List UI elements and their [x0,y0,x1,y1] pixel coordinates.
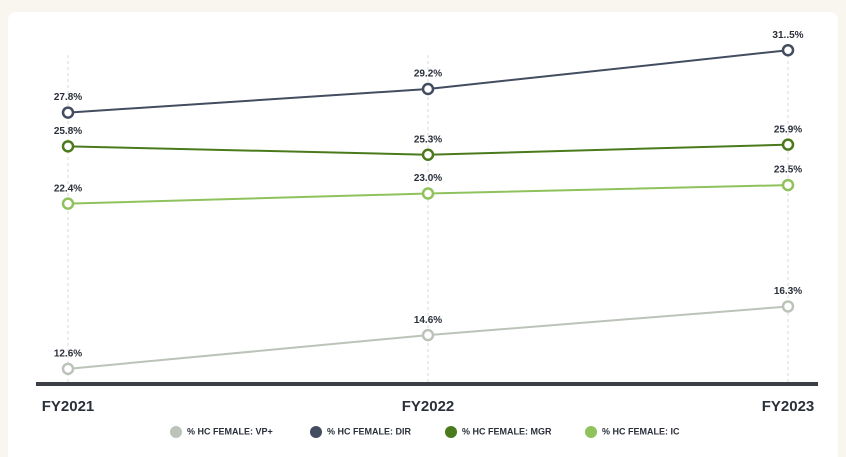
legend-swatch [170,426,182,438]
data-label: 22.4% [54,183,82,194]
data-label: 25.8% [54,126,82,137]
data-label: 23.5% [774,165,802,176]
point [421,148,435,161]
legend-swatch [445,426,457,438]
data-label: 14.6% [414,315,442,326]
point [61,140,75,153]
point [61,362,75,376]
x-tick-label: FY2022 [402,398,455,415]
point [421,82,435,96]
data-label: 23.0% [414,173,442,184]
x-tick-label: FY2021 [42,398,95,415]
data-label: 25.3% [414,134,442,145]
data-label: 25.9% [774,124,802,135]
data-label: 29.2% [414,69,442,80]
data-label: 31..5% [772,30,803,41]
legend-swatch [310,426,322,438]
x-tick-label: FY2023 [762,398,815,415]
data-label: 27.8% [54,92,82,103]
point [781,43,795,57]
legend-label: % HC FEMALE: MGR [462,426,552,436]
card [8,12,838,457]
point [421,187,435,200]
legend-label: % HC FEMALE: VP+ [187,426,273,436]
point [781,300,795,313]
point [421,328,435,342]
point [61,197,75,210]
point [61,106,75,119]
legend-label: % HC FEMALE: IC [602,426,680,436]
data-label: 16.3% [774,286,802,297]
point [781,178,795,192]
legend-swatch [585,426,597,438]
data-label: 12.6% [54,348,82,359]
legend-label: % HC FEMALE: DIR [327,426,411,436]
point [781,138,795,151]
